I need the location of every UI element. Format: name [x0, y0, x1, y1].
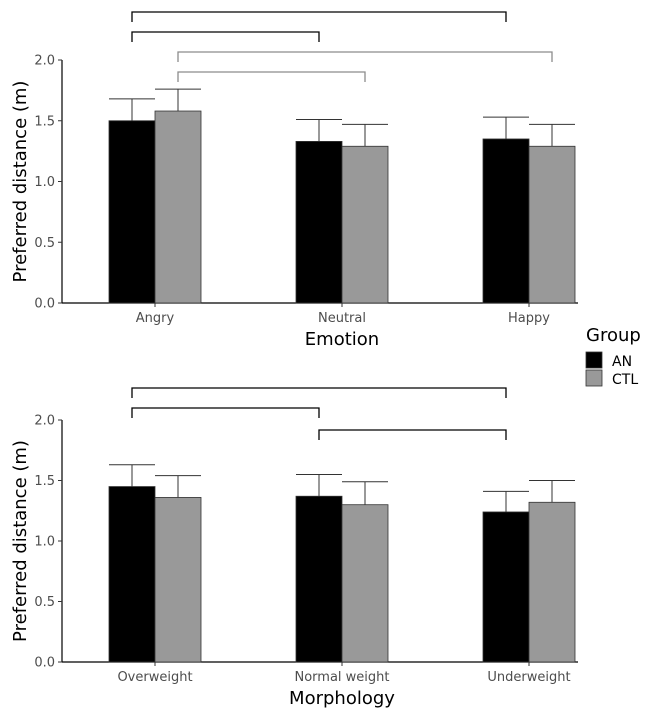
y-axis-title: Preferred distance (m)	[10, 81, 31, 283]
x-tick-label: Underweight	[487, 670, 570, 685]
legend-swatch-ctl	[585, 369, 603, 387]
significance-bracket	[131, 387, 507, 398]
y-tick-label: 1.5	[34, 114, 55, 129]
x-axis-title: Morphology	[289, 688, 395, 708]
legend-label-an: AN	[612, 354, 632, 370]
bar-an	[295, 141, 343, 304]
bar-ctl	[528, 145, 576, 304]
bar-an	[295, 495, 343, 663]
y-tick-label: 0.0	[34, 656, 55, 671]
x-tick-label: Overweight	[117, 670, 192, 685]
bar-an	[108, 486, 156, 663]
bar-ctl	[341, 504, 389, 663]
significance-bracket	[131, 11, 507, 22]
legend-label-ctl: CTL	[612, 372, 638, 388]
bar-an	[482, 138, 530, 304]
y-tick-label: 1.0	[34, 175, 55, 190]
significance-bracket	[177, 71, 366, 82]
y-tick-label: 1.0	[34, 535, 55, 550]
morphology-chart-panel: 0.0 0.5 1.0 1.5 2.0 Overweight Normal weight Un…	[10, 387, 578, 708]
bar-ctl	[154, 497, 202, 663]
x-tick-label: Angry	[136, 311, 175, 326]
bar-an	[482, 511, 530, 663]
bar-ctl	[528, 501, 576, 663]
y-tick-label: 1.5	[34, 474, 55, 489]
significance-bracket	[131, 31, 320, 42]
significance-bracket	[318, 429, 507, 440]
x-tick-label: Neutral	[318, 311, 366, 326]
x-tick-label: Happy	[508, 311, 550, 326]
x-axis-title: Emotion	[305, 329, 379, 350]
bar-ctl	[154, 110, 202, 304]
significance-bracket	[177, 51, 553, 62]
y-axis-title: Preferred distance (m)	[10, 440, 31, 642]
legend: Group AN CTL	[585, 325, 641, 388]
bar-an	[108, 120, 156, 304]
y-tick-label: 0.0	[34, 297, 55, 312]
bar-ctl	[341, 145, 389, 304]
x-tick-label: Normal weight	[295, 670, 390, 685]
y-tick-label: 2.0	[34, 414, 55, 429]
significance-bracket	[131, 407, 320, 418]
legend-title: Group	[586, 325, 641, 346]
legend-swatch-an	[585, 351, 603, 369]
y-tick-label: 0.5	[34, 236, 55, 251]
y-tick-label: 2.0	[34, 54, 55, 69]
emotion-chart-panel: 0.0 0.5 1.0 1.5 2.0 Angry Neutral Happy Emotion P…	[10, 11, 578, 350]
y-tick-label: 0.5	[34, 595, 55, 610]
